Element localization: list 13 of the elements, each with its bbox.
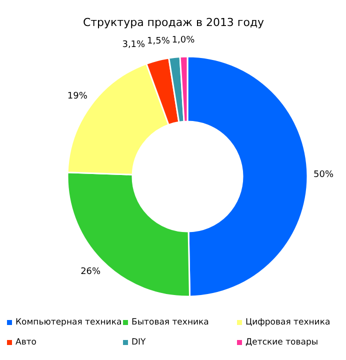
data-label: 1,5% [147, 36, 170, 46]
legend-label: Авто [16, 338, 36, 348]
legend-label: Бытовая техника [132, 318, 209, 328]
chart-title: Структура продаж в 2013 году [82, 16, 265, 29]
data-label: 19% [67, 92, 88, 102]
legend-label: DIY [132, 338, 147, 348]
data-label: 50% [313, 170, 334, 180]
data-label: 26% [80, 266, 102, 277]
legend-label: Компьютерная техника [16, 318, 122, 328]
legend-label: Цифровая техника [246, 318, 330, 328]
data-label: 1,0% [172, 36, 196, 46]
legend-label: Детские товары [246, 338, 318, 348]
data-label: 3,1% [122, 40, 146, 50]
